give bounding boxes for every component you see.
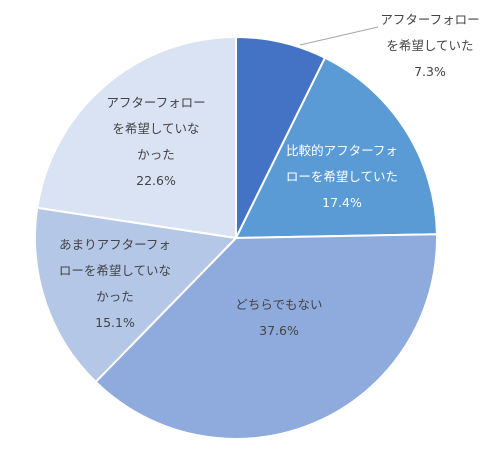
slice-label-2: どちらでもない 37.6% xyxy=(204,292,354,344)
slice-label-0-line-1: を希望していた xyxy=(386,38,474,53)
slice-label-2-percent: 37.6% xyxy=(259,323,299,338)
pie-slice-3 xyxy=(34,206,239,384)
slice-label-1-line-0: 比較的アフターフォ xyxy=(286,143,398,158)
leader-line-slice-0 xyxy=(299,26,379,46)
pie-slice-2 xyxy=(94,233,438,440)
slice-label-4-line-2: かった xyxy=(137,147,175,162)
slice-label-4-line-1: を希望していな xyxy=(112,121,200,136)
slice-label-0-line-0: アフターフォロー xyxy=(380,12,480,27)
slice-label-3-percent: 15.1% xyxy=(95,315,135,330)
slice-label-0: アフターフォロー を希望していた 7.3% xyxy=(355,7,490,85)
slice-label-3-line-0: あまりアフターフォ xyxy=(59,237,171,252)
slice-label-1-percent: 17.4% xyxy=(322,195,362,210)
slice-label-1-line-1: ローを希望していた xyxy=(285,169,399,184)
slice-label-0-percent: 7.3% xyxy=(414,64,446,79)
slice-label-4: アフターフォロー を希望していな かった 22.6% xyxy=(81,90,231,194)
slice-label-3-line-1: ローを希望していな xyxy=(58,263,172,278)
slice-label-4-line-0: アフターフォロー xyxy=(106,95,206,110)
slice-label-3-line-2: かった xyxy=(96,289,134,304)
slice-label-4-percent: 22.6% xyxy=(136,173,176,188)
pie-slice-4 xyxy=(36,35,237,240)
slice-label-1: 比較的アフターフォ ローを希望していた 17.4% xyxy=(267,138,417,216)
slice-label-2-line-0: どちらでもない xyxy=(235,297,323,312)
slice-label-3: あまりアフターフォ ローを希望していな かった 15.1% xyxy=(40,232,190,336)
pie-slice-1 xyxy=(234,56,438,240)
